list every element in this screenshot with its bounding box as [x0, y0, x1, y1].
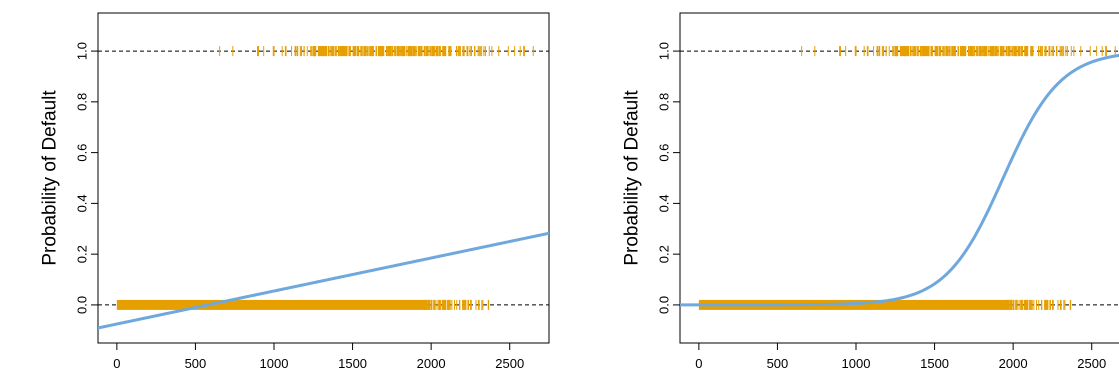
y-axis-title: Probability of Default: [40, 90, 61, 266]
x-tick-label: 500: [767, 356, 789, 371]
x-tick-label: 2000: [999, 356, 1028, 371]
y-tick-label: 0.6: [75, 144, 90, 162]
y-tick-label: 1.0: [657, 42, 672, 60]
y-tick-label: 0.2: [657, 245, 672, 263]
x-tick-label: 500: [185, 356, 207, 371]
fit-curve: [98, 231, 549, 330]
fit-curve: [680, 53, 1119, 307]
left-panel: 0.0 0.2 0.4 0.6 0.8 1.0 0 500 1000 1500 2000 2500 Pr…: [40, 12, 550, 371]
y-tick-label: 0.8: [75, 93, 90, 111]
y-tick-label: 0.6: [657, 144, 672, 162]
x-tick-label: 1500: [338, 356, 367, 371]
y-tick-label: 0.0: [75, 296, 90, 314]
y-axis-title: Probability of Default: [622, 90, 643, 266]
y-tick-label: 0.0: [657, 296, 672, 314]
y-tick-label: 0.4: [75, 194, 90, 212]
plot-area: [680, 46, 1119, 310]
x-tick-label: 0: [113, 356, 120, 371]
y-tick-label: 0.4: [657, 194, 672, 212]
x-tick-label: 2000: [417, 356, 446, 371]
x-tick-label: 2500: [495, 356, 524, 371]
plot-area: [98, 46, 549, 330]
plot-frame: [97, 12, 550, 344]
right-panel: 0.0 0.2 0.4 0.6 0.8 1.0 0 500 1000 1500 2000 2500 Pr…: [622, 12, 1119, 371]
x-tick-label: 2500: [1077, 356, 1106, 371]
y-tick-label: 0.8: [657, 93, 672, 111]
x-tick-label: 1500: [920, 356, 949, 371]
y-tick-label: 0.2: [75, 245, 90, 263]
plot-frame: [679, 12, 1119, 344]
rug-band-no-default: [116, 299, 425, 310]
x-tick-label: 1000: [260, 356, 289, 371]
x-tick-label: 0: [695, 356, 702, 371]
x-tick-label: 1000: [842, 356, 871, 371]
y-tick-label: 1.0: [75, 42, 90, 60]
